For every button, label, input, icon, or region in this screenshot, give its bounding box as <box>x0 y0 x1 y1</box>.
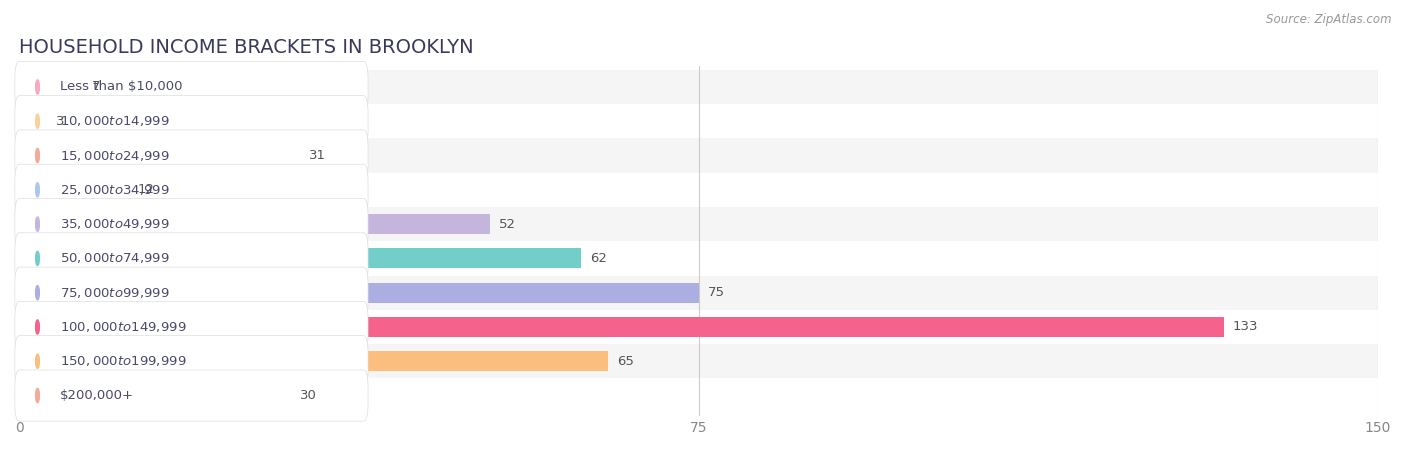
Bar <box>20 386 291 405</box>
Text: 30: 30 <box>299 389 316 402</box>
Circle shape <box>35 388 39 403</box>
Text: Source: ZipAtlas.com: Source: ZipAtlas.com <box>1267 14 1392 27</box>
Bar <box>20 139 1378 173</box>
Bar <box>20 180 128 200</box>
Bar <box>20 77 83 97</box>
Text: $150,000 to $199,999: $150,000 to $199,999 <box>60 354 187 368</box>
Circle shape <box>35 183 39 197</box>
Text: 75: 75 <box>707 286 724 299</box>
Circle shape <box>35 80 39 94</box>
Text: $50,000 to $74,999: $50,000 to $74,999 <box>60 252 170 266</box>
Circle shape <box>35 320 39 334</box>
Circle shape <box>35 286 39 300</box>
Circle shape <box>35 217 39 231</box>
Text: $200,000+: $200,000+ <box>60 389 134 402</box>
Text: 62: 62 <box>591 252 607 265</box>
Text: 3: 3 <box>56 115 65 128</box>
Bar <box>20 275 1378 310</box>
Bar <box>20 146 299 166</box>
Text: $100,000 to $149,999: $100,000 to $149,999 <box>60 320 187 334</box>
Bar <box>20 248 581 268</box>
Text: 12: 12 <box>138 183 155 196</box>
FancyBboxPatch shape <box>15 61 368 112</box>
Bar <box>20 378 1378 413</box>
Circle shape <box>35 251 39 266</box>
FancyBboxPatch shape <box>15 302 368 353</box>
Text: $35,000 to $49,999: $35,000 to $49,999 <box>60 217 170 231</box>
Bar <box>20 173 1378 207</box>
Text: $25,000 to $34,999: $25,000 to $34,999 <box>60 183 170 197</box>
Bar <box>20 241 1378 275</box>
Text: 31: 31 <box>309 149 326 162</box>
FancyBboxPatch shape <box>15 96 368 147</box>
Bar <box>20 310 1378 344</box>
Circle shape <box>35 114 39 128</box>
Bar <box>20 283 699 303</box>
Bar <box>20 111 46 131</box>
Text: 65: 65 <box>617 355 634 368</box>
Bar <box>20 104 1378 139</box>
Text: 52: 52 <box>499 218 516 230</box>
Text: $75,000 to $99,999: $75,000 to $99,999 <box>60 286 170 300</box>
Text: $10,000 to $14,999: $10,000 to $14,999 <box>60 114 170 128</box>
Bar <box>20 344 1378 378</box>
FancyBboxPatch shape <box>15 130 368 181</box>
Bar <box>20 317 1223 337</box>
FancyBboxPatch shape <box>15 370 368 421</box>
Bar <box>20 351 607 371</box>
Text: 7: 7 <box>91 81 100 94</box>
Bar <box>20 214 491 234</box>
Text: Less than $10,000: Less than $10,000 <box>60 81 183 94</box>
Bar <box>20 207 1378 241</box>
FancyBboxPatch shape <box>15 164 368 216</box>
FancyBboxPatch shape <box>15 336 368 387</box>
Text: HOUSEHOLD INCOME BRACKETS IN BROOKLYN: HOUSEHOLD INCOME BRACKETS IN BROOKLYN <box>20 37 474 57</box>
Text: $15,000 to $24,999: $15,000 to $24,999 <box>60 148 170 162</box>
Circle shape <box>35 148 39 162</box>
Bar <box>20 70 1378 104</box>
FancyBboxPatch shape <box>15 198 368 250</box>
FancyBboxPatch shape <box>15 267 368 318</box>
Circle shape <box>35 354 39 369</box>
Text: 133: 133 <box>1233 320 1258 333</box>
FancyBboxPatch shape <box>15 233 368 284</box>
